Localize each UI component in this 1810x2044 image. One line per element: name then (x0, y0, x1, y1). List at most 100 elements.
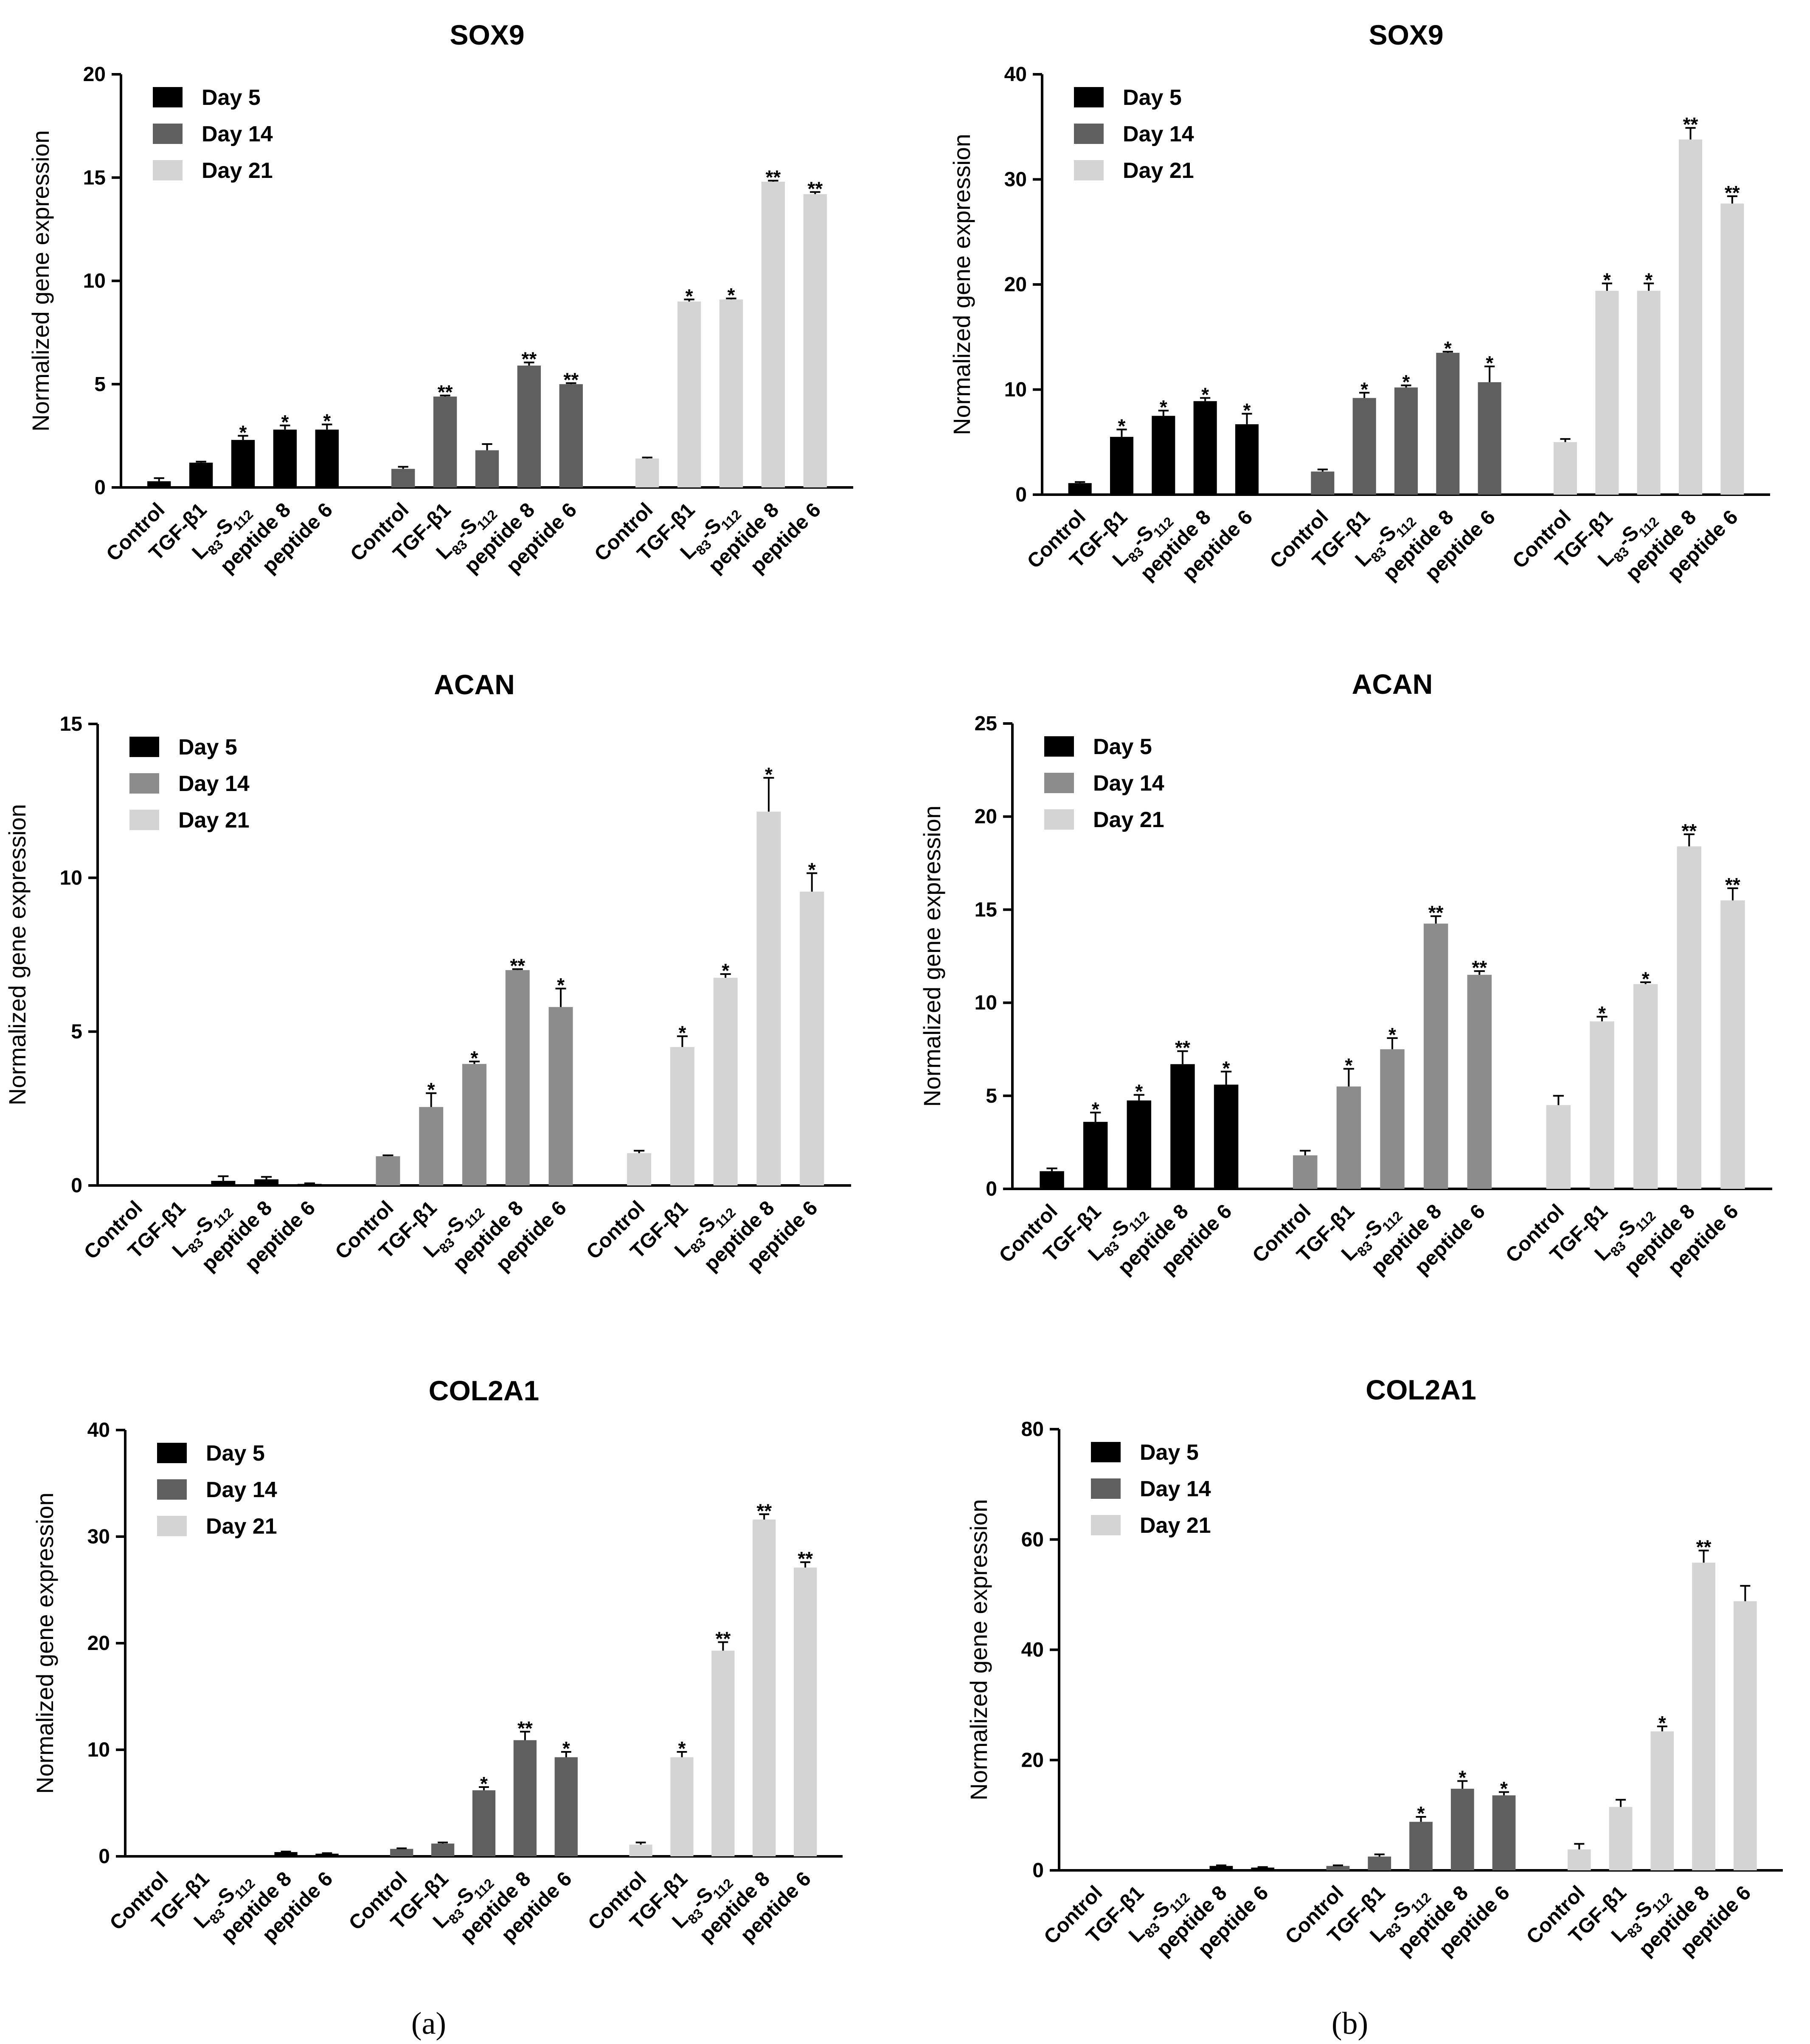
chart-title: ACAN (1352, 668, 1433, 700)
significance-marker: ** (438, 381, 453, 403)
chart-title: SOX9 (450, 19, 524, 51)
legend-label: Day 14 (206, 1478, 277, 1502)
legend-swatch (157, 1516, 187, 1536)
bar (548, 1007, 573, 1185)
bar (1492, 1795, 1516, 1870)
bar (1637, 290, 1661, 495)
bar (297, 1184, 322, 1185)
bar (1127, 1100, 1152, 1189)
bar (629, 1844, 652, 1856)
bar (761, 181, 785, 488)
bar (1733, 1601, 1757, 1870)
legend-swatch (1091, 1515, 1121, 1535)
y-axis-label: Normalized gene expression (948, 134, 975, 435)
y-tick-label: 0 (1032, 1859, 1044, 1882)
bar (472, 1790, 496, 1856)
bar (274, 1852, 298, 1856)
legend-label: Day 14 (1123, 122, 1194, 146)
significance-marker: * (1500, 1778, 1508, 1800)
y-axis-label: Normalized gene expression (919, 805, 945, 1107)
legend-swatch (1044, 809, 1074, 830)
significance-marker: ** (1683, 113, 1698, 135)
y-tick-label: 10 (1004, 379, 1027, 401)
bar (800, 891, 824, 1185)
y-tick-label: 5 (94, 373, 106, 396)
legend-swatch (1074, 124, 1104, 144)
bar (1083, 1122, 1108, 1189)
bar (189, 462, 213, 487)
y-tick-label: 10 (60, 867, 82, 889)
y-tick-label: 30 (1004, 169, 1027, 191)
y-tick-label: 10 (975, 992, 997, 1014)
significance-marker: * (323, 410, 331, 432)
significance-marker: * (765, 763, 773, 786)
significance-marker: ** (1696, 1536, 1712, 1558)
y-tick-label: 20 (83, 63, 106, 86)
bar (419, 1107, 444, 1185)
significance-marker: * (1598, 1002, 1606, 1024)
y-tick-label: 10 (83, 270, 106, 293)
bar (1040, 1171, 1064, 1189)
bar (513, 1740, 537, 1856)
bar (1068, 483, 1092, 495)
legend-label: Day 21 (1140, 1513, 1211, 1538)
legend-label: Day 14 (202, 122, 273, 146)
significance-marker: * (1201, 383, 1209, 405)
significance-marker: * (1642, 968, 1650, 990)
significance-marker: * (1243, 399, 1251, 421)
legend-label: Day 5 (1093, 735, 1152, 759)
significance-marker: * (678, 1737, 686, 1760)
bar (1650, 1731, 1674, 1870)
bar (1633, 984, 1658, 1189)
significance-marker: * (1645, 269, 1653, 291)
significance-marker: ** (1472, 957, 1487, 979)
bar (517, 365, 541, 487)
bar (462, 1064, 486, 1185)
legend-swatch (1044, 773, 1074, 793)
legend-swatch (129, 773, 159, 794)
bar (1251, 1867, 1275, 1870)
legend-label: Day 14 (1140, 1477, 1211, 1501)
legend-label: Day 21 (1093, 808, 1164, 832)
y-tick-label: 40 (1004, 63, 1027, 86)
bar (505, 970, 530, 1185)
bar (1235, 424, 1259, 495)
significance-marker: * (281, 411, 289, 433)
bar (1423, 923, 1448, 1189)
significance-marker: * (1388, 1024, 1396, 1046)
legend-label: Day 5 (202, 85, 261, 110)
y-axis-label: Normalized gene expression (27, 130, 54, 432)
significance-marker: * (1223, 1057, 1230, 1079)
bar (719, 299, 743, 487)
y-tick-label: 40 (87, 1419, 110, 1441)
y-tick-label: 5 (986, 1085, 997, 1107)
y-axis-label: Normalized gene expression (31, 1492, 58, 1794)
bar (1352, 398, 1376, 495)
bar (1152, 416, 1175, 495)
significance-marker: * (1459, 1767, 1466, 1789)
legend-label: Day 5 (206, 1441, 265, 1466)
y-axis-label: Normalized gene expression (4, 804, 31, 1106)
significance-marker: * (1345, 1054, 1352, 1076)
bar (390, 1849, 413, 1856)
legend-swatch (1074, 87, 1104, 107)
significance-marker: * (722, 960, 729, 982)
significance-marker: * (1118, 415, 1126, 437)
bar (1170, 1064, 1195, 1189)
bar (1478, 382, 1501, 495)
bar (1380, 1049, 1405, 1189)
y-tick-label: 10 (87, 1739, 110, 1761)
legend-swatch (153, 87, 183, 107)
bar (1450, 1788, 1474, 1870)
significance-marker: ** (521, 348, 537, 370)
legend-swatch (1074, 160, 1104, 180)
panel-label-b: (b) (1332, 2006, 1368, 2041)
chart-title: ACAN (434, 669, 515, 700)
significance-marker: ** (798, 1548, 813, 1570)
significance-marker: ** (756, 1500, 772, 1522)
legend-label: Day 14 (178, 771, 250, 796)
bar (1394, 387, 1418, 495)
